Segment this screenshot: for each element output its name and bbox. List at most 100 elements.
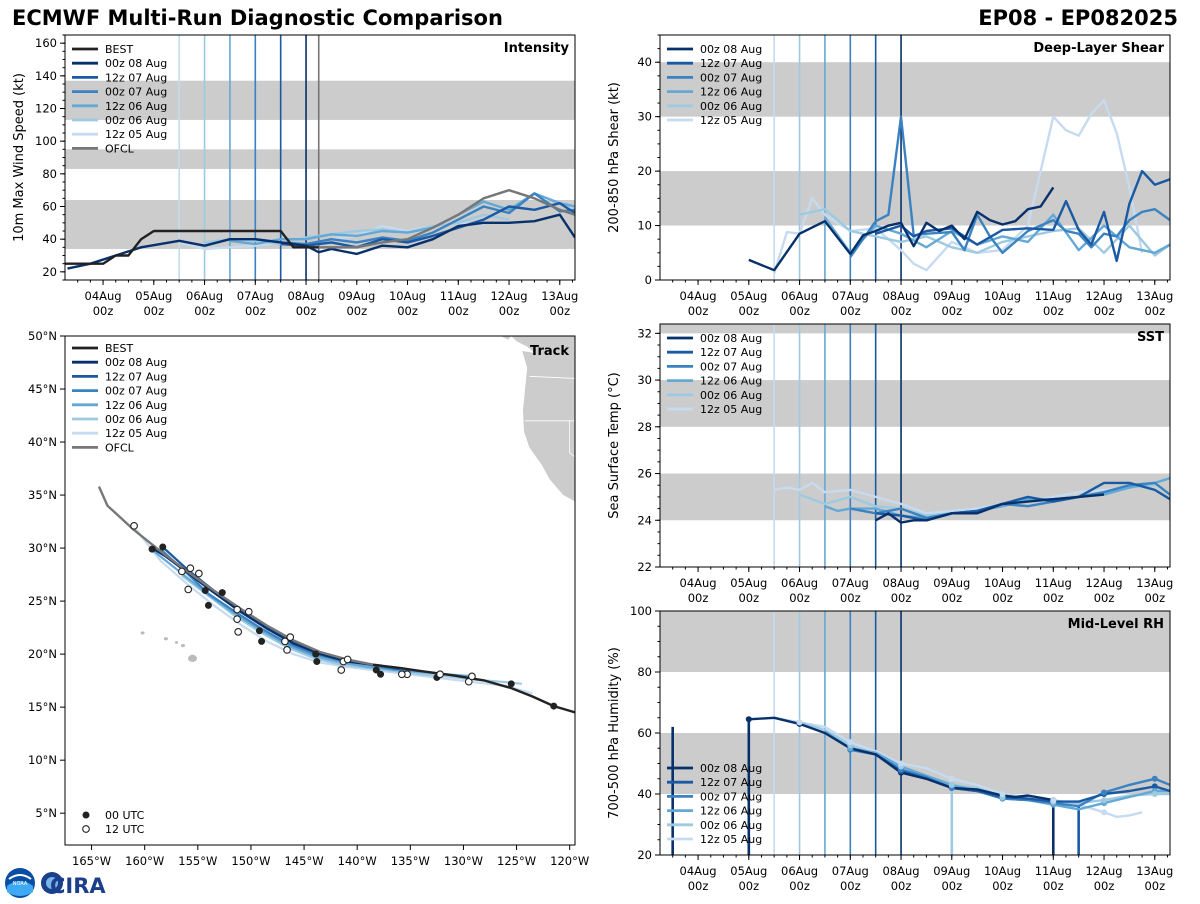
shear-xtick-label: 00z (789, 304, 810, 318)
rh-xtick-label: 06Aug (781, 864, 818, 878)
track-12utc-marker (178, 567, 186, 576)
track-00utc-marker (218, 589, 226, 597)
track-00utc-marker (255, 627, 263, 635)
intensity-series-line (204, 213, 510, 246)
cira-logo-text: CIRA (50, 874, 106, 898)
rh-xtick-label: 07Aug (832, 864, 869, 878)
track-xtick-label: 125°W (497, 854, 536, 868)
shear-band (660, 171, 1170, 226)
shear-series-line (875, 169, 1170, 263)
intensity-best-line (65, 229, 319, 265)
rh-series-line (850, 748, 1170, 808)
rh-legend-label: 12z 06 Aug (700, 805, 762, 818)
shear-xtick-label: 00z (941, 304, 962, 318)
track-plot-area (97, 336, 575, 714)
rh-xtick-label: 00z (941, 879, 962, 893)
sst-xtick-label: 00z (992, 591, 1013, 605)
shear-legend-label: 00z 06 Aug (700, 100, 762, 113)
intensity-ytick-label: 160 (35, 36, 57, 50)
rh-ytick-label: 100 (630, 604, 652, 618)
figure-title: ECMWF Multi-Run Diagnostic Comparison (12, 6, 503, 30)
intensity-xtick-label: 06Aug (186, 289, 223, 303)
track-legend-label: 00z 07 Aug (105, 385, 167, 398)
rh-ylabel: 700-500 hPa Humidity (%) (607, 647, 622, 819)
rh-frame (659, 610, 1171, 856)
rh-xtick-label: 05Aug (730, 864, 767, 878)
intensity-xtick-label: 04Aug (85, 289, 122, 303)
intensity-xtick-label: 00z (93, 304, 114, 318)
rh-point (847, 739, 854, 746)
rh-point (745, 716, 752, 723)
track-legend-label: 12z 07 Aug (105, 370, 167, 383)
intensity-panel-title: Intensity (504, 41, 570, 56)
track-00utc-marker (313, 658, 321, 666)
track-12utc-marker (130, 521, 138, 530)
track-00utc-marker (148, 545, 156, 553)
track-00utc-marker (204, 601, 212, 609)
sst-ytick-label: 26 (637, 467, 652, 481)
sst-ytick-label: 32 (637, 326, 652, 340)
shear-xtick-label: 00z (992, 304, 1013, 318)
rh-xtick-label: 09Aug (933, 864, 970, 878)
intensity-ytick-label: 100 (35, 134, 57, 148)
hawaii-island (140, 631, 145, 635)
sst-xtick-label: 00z (1043, 591, 1064, 605)
intensity-plot-area (65, 35, 575, 280)
strait-water (505, 336, 535, 353)
track-12utc-marker (436, 670, 444, 679)
shear-ytick-label: 0 (645, 273, 652, 287)
sst-band (660, 324, 1170, 334)
sst-xtick-label: 05Aug (730, 576, 767, 590)
track-ytick-label: 25°N (28, 594, 57, 608)
rh-xtick-label: 00z (1094, 879, 1115, 893)
hawaii-island (188, 654, 197, 662)
shear-series-line (748, 186, 1055, 272)
rh-xtick-label: 13Aug (1136, 864, 1173, 878)
rh-xtick-label: 00z (891, 879, 912, 893)
rh-ytick-label: 20 (637, 848, 652, 862)
intensity-ytick-label: 60 (42, 200, 57, 214)
shear-xtick-label: 10Aug (984, 289, 1021, 303)
rh-xtick-label: 11Aug (1035, 864, 1072, 878)
hawaii-island (180, 644, 185, 648)
rh-plot-area (660, 611, 1170, 855)
track-legend-label: 00z 08 Aug (105, 356, 167, 369)
track-xtick-label: 140°W (338, 854, 377, 868)
north-america-land (500, 336, 575, 502)
intensity-xtick-label: 11Aug (440, 289, 477, 303)
track-12utc-marker (186, 564, 195, 573)
track-12utc-marker (244, 607, 253, 616)
shear-ytick-label: 20 (637, 164, 652, 178)
cira-logo-icon: CIRA (41, 872, 106, 898)
track-ytick-label: 15°N (28, 700, 57, 714)
intensity-legend-label: 00z 06 Aug (105, 114, 167, 127)
intensity-xtick-label: 00z (549, 304, 570, 318)
track-xtick-label: 160°W (125, 854, 164, 868)
shear-xtick-label: 00z (840, 304, 861, 318)
track-00utc-marker (377, 670, 385, 678)
sst-frame (659, 323, 1171, 568)
shear-xtick-label: 00z (1094, 304, 1115, 318)
shear-ytick-label: 10 (637, 219, 652, 233)
intensity-legend-label: 00z 08 Aug (105, 57, 167, 70)
track-panel-title: Track (530, 344, 569, 359)
track-xtick-label: 150°W (231, 854, 270, 868)
storm-id-title: EP08 - EP082025 (978, 6, 1178, 30)
sst-xtick-label: 00z (840, 591, 861, 605)
track-ytick-label: 5°N (35, 806, 57, 820)
intensity-legend-label: BEST (105, 43, 133, 56)
intensity-xtick-label: 07Aug (237, 289, 274, 303)
rh-xtick-label: 08Aug (882, 864, 919, 878)
rh-point (1050, 797, 1057, 804)
rh-xtick-label: 00z (789, 879, 810, 893)
sst-series-line (773, 481, 1130, 515)
shear-ytick-label: 40 (637, 55, 652, 69)
intensity-legend-label: 12z 06 Aug (105, 100, 167, 113)
rh-ytick-label: 60 (637, 726, 652, 740)
intensity-xtick-label: 05Aug (135, 289, 172, 303)
sst-xtick-label: 10Aug (984, 576, 1021, 590)
sst-xtick-label: 00z (688, 591, 709, 605)
sst-xtick-label: 07Aug (832, 576, 869, 590)
sst-xtick-label: 00z (1094, 591, 1115, 605)
